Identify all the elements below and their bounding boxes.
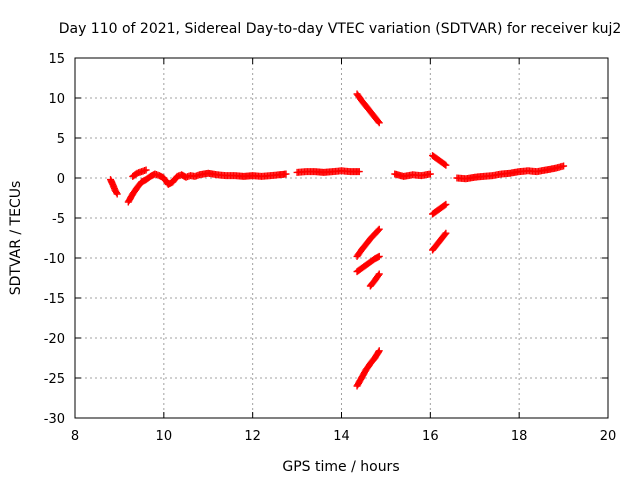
data-point bbox=[560, 162, 568, 170]
y-tick-label: 0 bbox=[57, 172, 65, 187]
data-point bbox=[442, 161, 450, 169]
y-axis-label: SDTVAR / TECUs bbox=[8, 181, 24, 296]
series-seg2b bbox=[129, 166, 150, 180]
data-point bbox=[113, 190, 121, 198]
x-axis-label: GPS time / hours bbox=[282, 459, 399, 475]
series-arc5 bbox=[429, 229, 450, 254]
data-point bbox=[442, 200, 450, 208]
data-point bbox=[426, 170, 434, 178]
x-tick-label: 18 bbox=[511, 429, 528, 444]
data-point bbox=[442, 229, 450, 237]
series-seg4 bbox=[391, 170, 434, 180]
data-point bbox=[375, 119, 383, 127]
y-tick-label: -15 bbox=[44, 292, 65, 307]
x-tick-label: 16 bbox=[422, 429, 439, 444]
series-seg3 bbox=[293, 167, 363, 176]
data-point bbox=[375, 270, 383, 278]
x-ticks: 8 10 12 14 16 18 20 bbox=[71, 58, 616, 444]
x-tick-label: 10 bbox=[156, 429, 173, 444]
chart-title: Day 110 of 2021, Sidereal Day-to-day VTE… bbox=[59, 21, 622, 37]
series-seg5 bbox=[453, 162, 568, 183]
series-arc1 bbox=[353, 90, 383, 127]
y-tick-label: 10 bbox=[48, 92, 65, 107]
y-tick-label: -5 bbox=[52, 212, 65, 227]
data-point bbox=[112, 189, 120, 197]
data-point bbox=[282, 170, 290, 178]
y-tick-label: -30 bbox=[44, 412, 65, 427]
data-point bbox=[375, 252, 383, 260]
y-ticks: -30 -25 -20 -15 -10 -5 0 5 10 15 bbox=[44, 52, 608, 427]
data-point bbox=[142, 166, 150, 174]
data-point bbox=[375, 225, 383, 233]
series-arc7 bbox=[366, 270, 383, 290]
data-point bbox=[441, 230, 449, 238]
series-arc2 bbox=[429, 152, 450, 169]
x-tick-label: 12 bbox=[244, 429, 261, 444]
x-tick-label: 14 bbox=[333, 429, 350, 444]
y-tick-label: -20 bbox=[44, 332, 65, 347]
y-tick-label: 15 bbox=[48, 52, 65, 67]
data-point bbox=[374, 118, 382, 126]
data-points bbox=[107, 90, 568, 390]
series-arc8 bbox=[353, 347, 383, 390]
data-point bbox=[355, 168, 363, 176]
y-tick-label: 5 bbox=[57, 132, 65, 147]
data-point bbox=[441, 201, 449, 209]
data-point bbox=[375, 348, 383, 356]
series-seg2 bbox=[124, 169, 290, 206]
series-arc4 bbox=[353, 225, 383, 260]
x-tick-label: 20 bbox=[600, 429, 617, 444]
data-point bbox=[374, 271, 382, 279]
data-point bbox=[374, 226, 382, 234]
data-point bbox=[441, 160, 449, 168]
data-point bbox=[375, 347, 383, 355]
series-arc6 bbox=[353, 252, 383, 276]
grid-lines bbox=[75, 58, 608, 418]
y-tick-label: -10 bbox=[44, 252, 65, 267]
series-arc3 bbox=[429, 200, 450, 218]
series-seg1 bbox=[107, 176, 121, 198]
y-tick-label: -25 bbox=[44, 372, 65, 387]
x-tick-label: 8 bbox=[71, 429, 79, 444]
